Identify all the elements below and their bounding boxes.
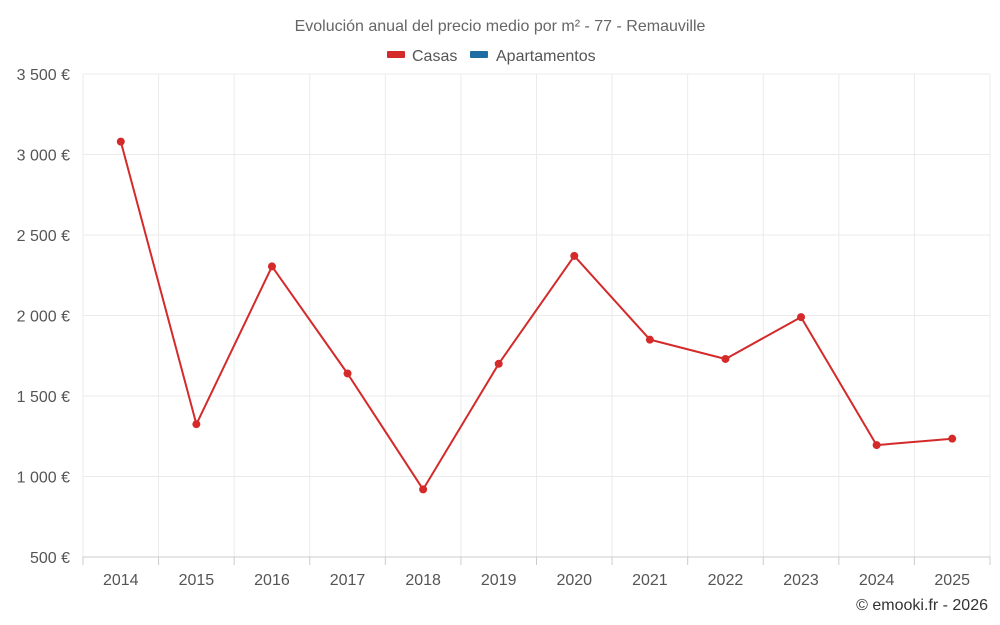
y-tick-label: 2 000 € [17,309,70,326]
data-point-casas[interactable] [343,369,352,378]
legend-label-apartamentos[interactable]: Apartamentos [496,48,596,65]
legend: Casas Apartamentos [387,48,596,65]
x-tick-label: 2015 [179,572,215,589]
series-casas [116,137,957,494]
x-tick-label: 2014 [103,572,139,589]
x-tick-label: 2019 [481,572,517,589]
grid [82,73,991,557]
x-axis: 2014 2015 2016 2017 2018 2019 2020 2021 2022 2023… [82,556,991,589]
data-point-casas[interactable] [872,441,881,450]
x-tick-label: 2025 [934,572,970,589]
data-point-casas[interactable] [192,420,201,429]
y-tick-label: 1 000 € [17,470,70,487]
data-point-casas[interactable] [797,313,806,322]
x-tick-label: 2020 [556,572,592,589]
data-point-casas[interactable] [494,359,503,368]
legend-swatch-casas[interactable] [387,51,405,58]
data-point-casas[interactable] [645,335,654,344]
y-axis: 500 € 1 000 € 1 500 € 2 000 € 2 500 € 3 000 €… [17,67,70,567]
y-tick-label: 3 000 € [17,148,70,165]
y-tick-label: 500 € [30,550,70,567]
x-tick-label: 2021 [632,572,668,589]
x-tick-label: 2016 [254,572,290,589]
legend-swatch-apartamentos[interactable] [470,51,488,58]
data-point-casas[interactable] [570,251,579,260]
x-tick-label: 2022 [708,572,744,589]
y-tick-label: 2 500 € [17,228,70,245]
x-tick-label: 2018 [405,572,441,589]
data-point-casas[interactable] [948,434,957,443]
y-tick-label: 1 500 € [17,389,70,406]
data-point-casas[interactable] [116,137,125,146]
x-tick-label: 2024 [859,572,895,589]
x-tick-label: 2023 [783,572,819,589]
chart-title: Evolución anual del precio medio por m² … [295,18,706,35]
data-point-casas[interactable] [419,485,428,494]
data-point-casas[interactable] [267,262,276,271]
x-tick-label: 2017 [330,572,366,589]
series-line-casas [119,141,953,491]
legend-label-casas[interactable]: Casas [412,48,457,65]
data-point-casas[interactable] [721,354,730,363]
y-tick-label: 3 500 € [17,67,70,84]
credit-text[interactable]: © emooki.fr - 2026 [856,597,988,614]
